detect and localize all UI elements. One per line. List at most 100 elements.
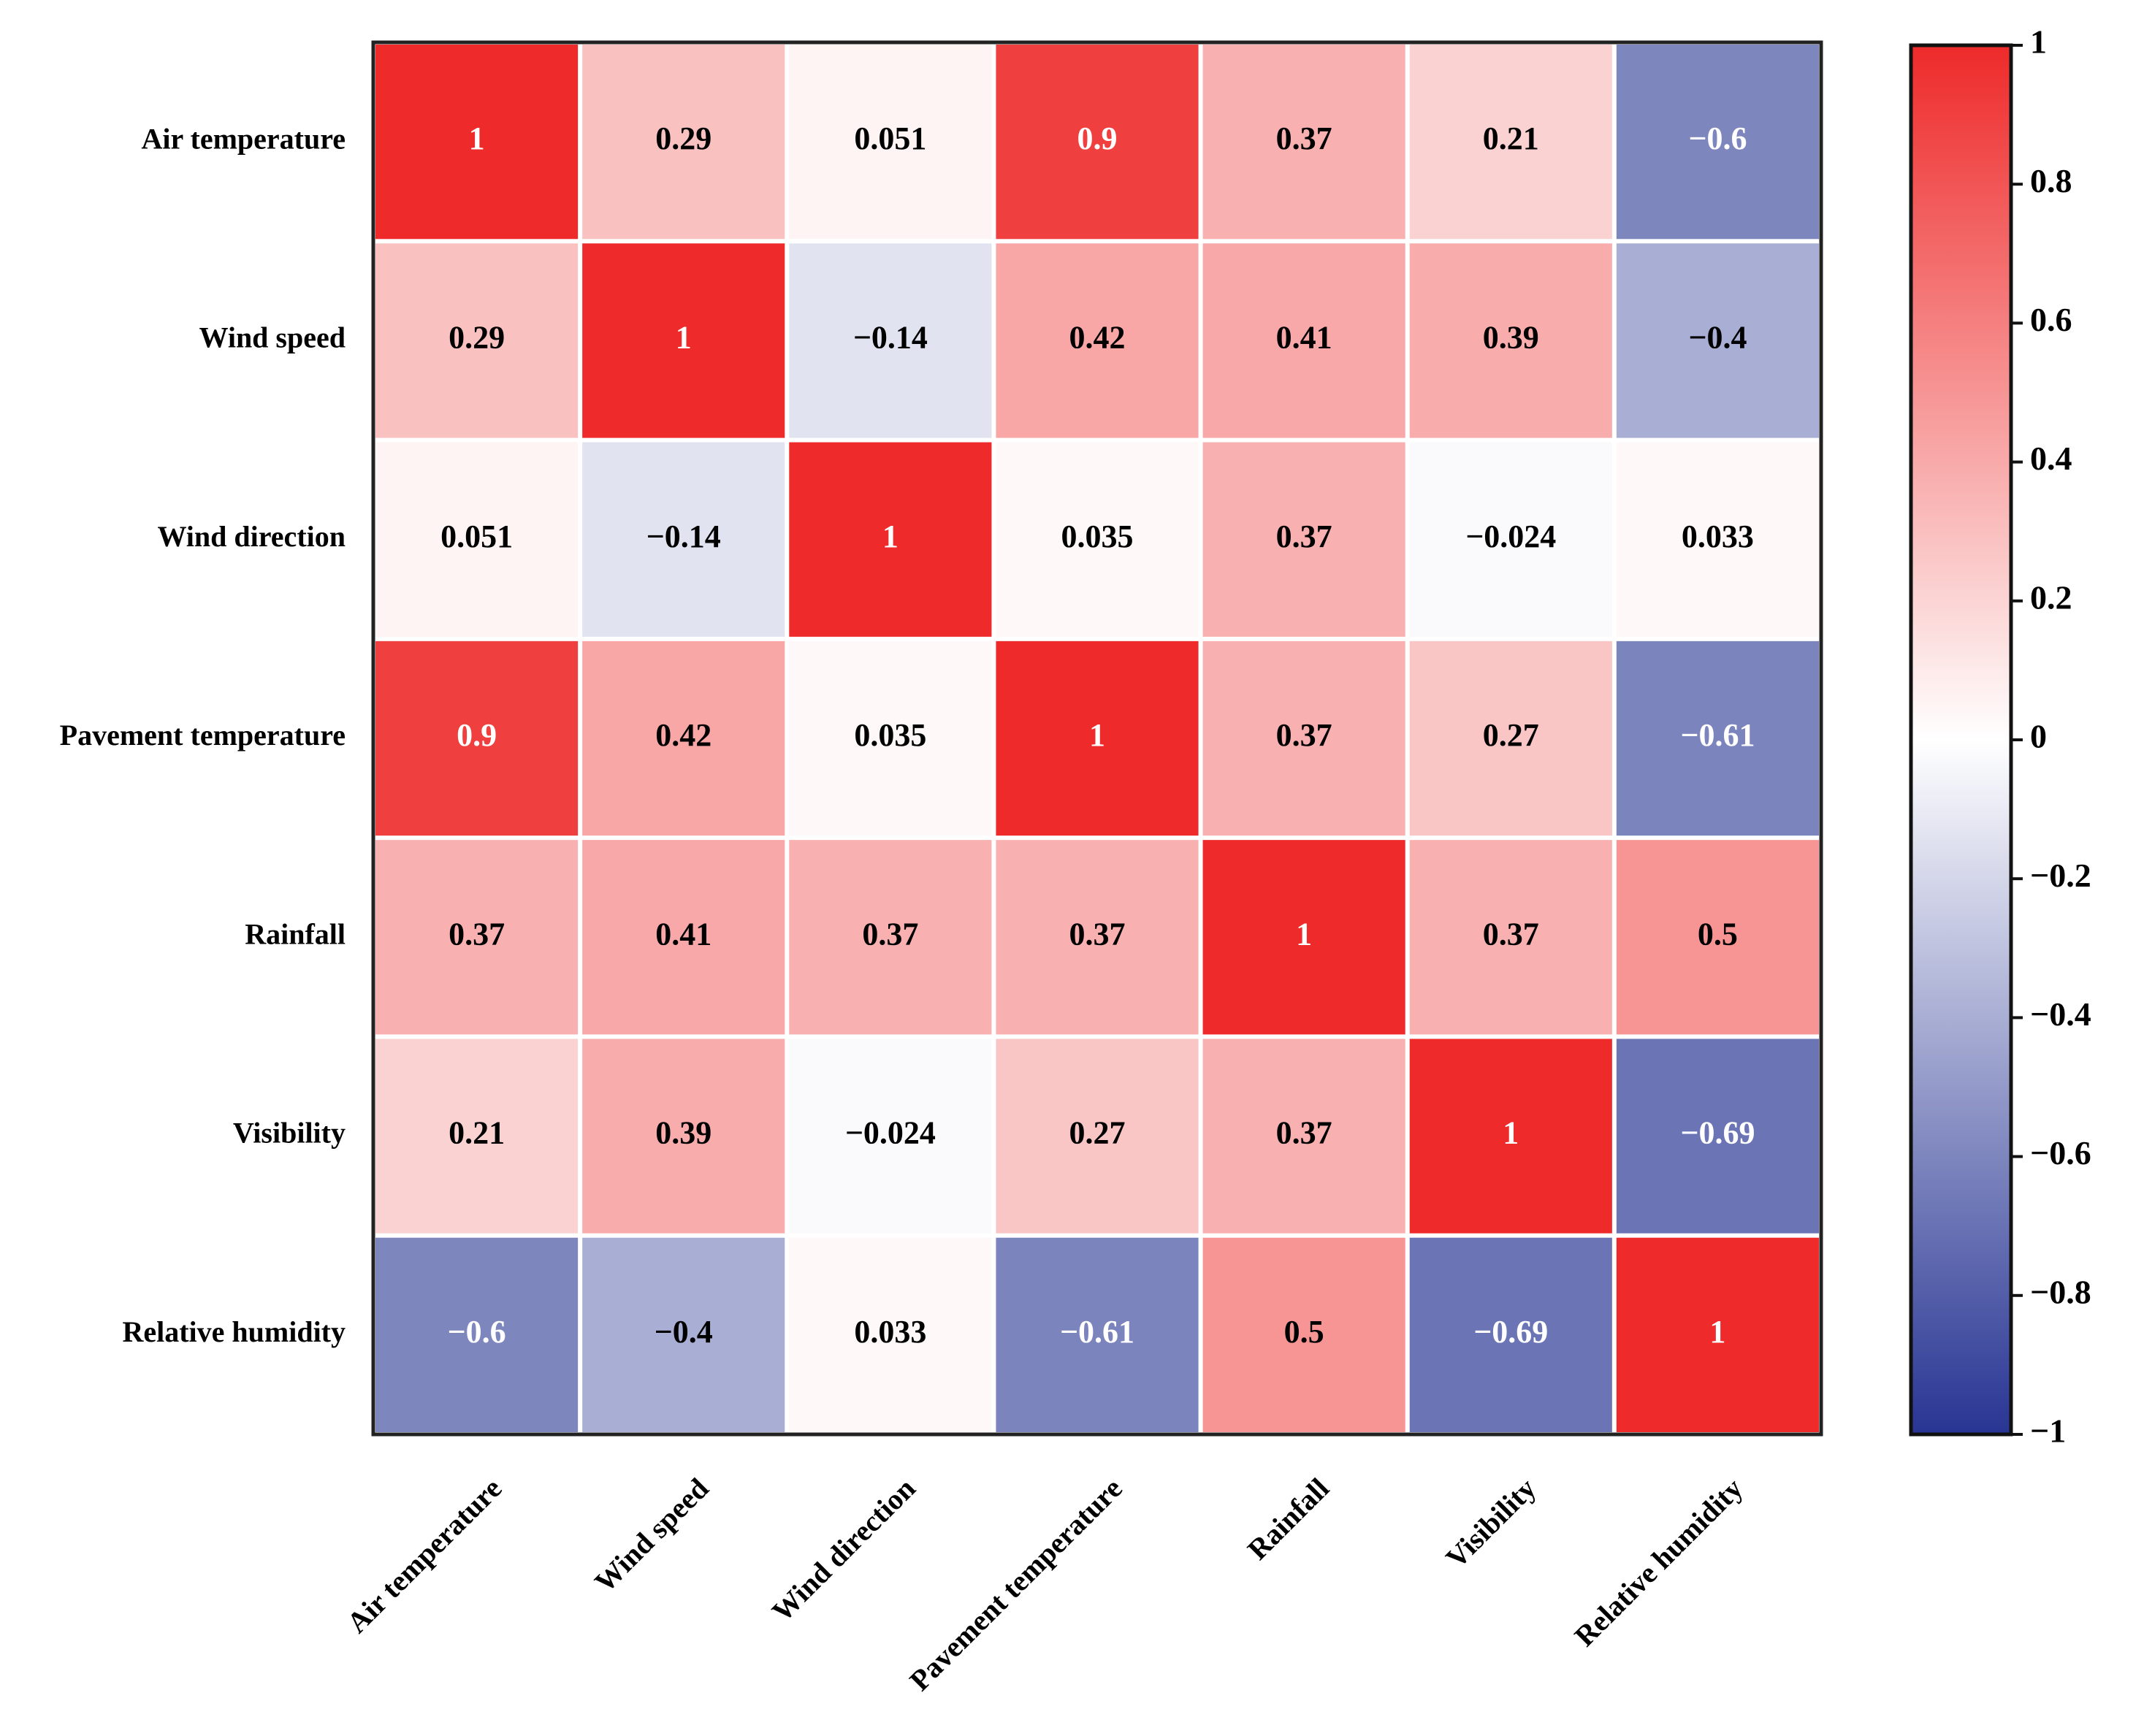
cell-label: 0.5: [1284, 1314, 1324, 1350]
heatmap-cell: [996, 243, 1199, 438]
heatmap-cell: [1202, 641, 1405, 836]
heatmap-cell: [582, 641, 785, 836]
colorbar-tick-label: 0: [2030, 718, 2047, 755]
colorbar-tick-label: 0.8: [2030, 162, 2072, 199]
y-tick-label: Wind direction: [158, 520, 346, 553]
heatmap-cell: [582, 1237, 785, 1432]
cell-label: 0.41: [1276, 320, 1332, 356]
cell-label: 1: [469, 121, 485, 156]
cell-label: 0.39: [1483, 320, 1539, 356]
heatmap-cell: [1409, 1237, 1612, 1432]
heatmap-cell: [375, 840, 579, 1035]
x-tick-label: Wind speed: [588, 1472, 715, 1599]
heatmap-cell: [375, 243, 579, 438]
heatmap-cell: [1616, 1237, 1819, 1432]
heatmap-cell: [789, 840, 992, 1035]
cell-label: −0.4: [655, 1314, 713, 1350]
plot-frame: [371, 40, 1823, 1437]
colorbar: [1909, 43, 2013, 1437]
y-tick-label: Pavement temperature: [60, 719, 346, 752]
cell-label: −0.61: [1680, 717, 1755, 753]
colorbar-tick-label: −0.2: [2030, 857, 2091, 894]
heatmap-cell: [789, 243, 992, 438]
y-tick-label: Relative humidity: [122, 1315, 346, 1348]
heatmap-cell: [1616, 1039, 1819, 1234]
cell-label: −0.6: [1688, 121, 1747, 156]
colorbar-tick-label: 1: [2030, 23, 2047, 61]
cell-label: 1: [1503, 1115, 1519, 1151]
y-tick-label: Air temperature: [141, 122, 346, 155]
cell-label: −0.69: [1680, 1115, 1755, 1151]
colorbar-tick-label: 0.4: [2030, 440, 2072, 477]
heatmap-cell: [1409, 243, 1612, 438]
x-tick-label: Rainfall: [1241, 1472, 1335, 1566]
cell-label: −0.024: [845, 1115, 936, 1151]
cell-label: 1: [1296, 916, 1312, 952]
cell-label: 0.29: [449, 320, 505, 356]
cell-label: 0.37: [1276, 717, 1332, 753]
colorbar-tick-label: −0.4: [2030, 995, 2091, 1033]
cell-label: 0.033: [854, 1314, 926, 1350]
x-tick-label: Wind direction: [766, 1472, 922, 1628]
cell-label: 0.27: [1069, 1115, 1126, 1151]
heatmap-cell: [1616, 442, 1819, 637]
y-tick-label: Visibility: [233, 1117, 346, 1150]
heatmap-cell: [1409, 641, 1612, 836]
heatmap-cell: [375, 641, 579, 836]
heatmap-cell: [996, 45, 1199, 240]
cell-label: 0.37: [1276, 1115, 1332, 1151]
heatmap-cell: [1616, 641, 1819, 836]
heatmap-cell: [1409, 45, 1612, 240]
cell-label: 0.37: [1483, 916, 1539, 952]
heatmap-cell: [375, 442, 579, 637]
heatmap-cell: [1202, 1039, 1405, 1234]
y-tick-label: Rainfall: [245, 917, 346, 950]
cell-label: 0.37: [1069, 916, 1126, 952]
cell-label: 0.42: [1069, 320, 1126, 356]
cell-label: 1: [1089, 717, 1105, 753]
cell-label: 0.37: [1276, 519, 1332, 554]
cell-label: −0.024: [1465, 519, 1556, 554]
cell-label: 0.29: [655, 121, 712, 156]
x-tick-label: Relative humidity: [1568, 1472, 1749, 1653]
cell-label: −0.4: [1688, 320, 1747, 356]
colorbar-tick-label: 0.6: [2030, 301, 2072, 338]
cell-label: 0.27: [1483, 717, 1539, 753]
cell-label: −0.14: [853, 320, 928, 356]
heatmap-cell: [375, 1039, 579, 1234]
colorbar-tick-label: 0.2: [2030, 578, 2072, 616]
heatmap-cell: [1409, 840, 1612, 1035]
heatmap-cell: [1616, 45, 1819, 240]
cell-label: 1: [676, 320, 692, 356]
cell-label: 0.035: [1061, 519, 1134, 554]
heatmap-cell: [996, 840, 1199, 1035]
heatmap-cell: [1409, 1039, 1612, 1234]
heatmap-cell: [789, 1039, 992, 1234]
heatmap-cell: [582, 840, 785, 1035]
cell-label: 0.9: [457, 717, 497, 753]
cell-label: 0.5: [1698, 916, 1738, 952]
cell-label: 0.37: [1276, 121, 1332, 156]
cell-label: 0.37: [449, 916, 505, 952]
heatmap-cell: [996, 1039, 1199, 1234]
heatmap-cell: [789, 442, 992, 637]
heatmap-cell: [1202, 243, 1405, 438]
heatmap-cell: [1202, 840, 1405, 1035]
colorbar-tick-label: −0.6: [2030, 1134, 2091, 1171]
cell-label: 0.37: [862, 916, 918, 952]
heatmap-cell: [582, 243, 785, 438]
heatmap-cell: [789, 641, 992, 836]
cell-label: −0.69: [1473, 1314, 1548, 1350]
cell-label: 0.051: [854, 121, 926, 156]
cell-label: 0.033: [1682, 519, 1754, 554]
heatmap-cell: [1616, 840, 1819, 1035]
heatmap-cell: [1202, 442, 1405, 637]
cell-label: 0.41: [655, 916, 712, 952]
heatmap-cell: [996, 1237, 1199, 1432]
cell-label: 0.21: [449, 1115, 505, 1151]
y-tick-label: Wind speed: [199, 321, 346, 354]
heatmap-cell: [375, 1237, 579, 1432]
heatmap-cell: [1202, 1237, 1405, 1432]
cell-label: 0.051: [440, 519, 513, 554]
cell-label: 1: [882, 519, 899, 554]
